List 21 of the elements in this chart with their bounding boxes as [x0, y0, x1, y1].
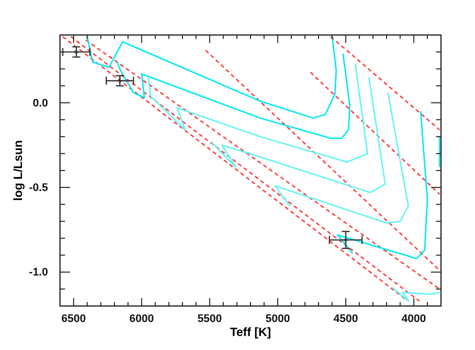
point [74, 50, 79, 54]
x-tick-label: 4000 [402, 312, 426, 325]
y-tick-label: 0.0 [32, 97, 48, 110]
y-axis-title: log L/Lsun [11, 140, 25, 201]
line-series [274, 92, 410, 224]
point [118, 78, 122, 84]
y-tick-label: -0.5 [29, 182, 48, 194]
x-tick-label: 6000 [129, 312, 154, 325]
x-tick-label: 6500 [61, 312, 86, 325]
x-tick-label: 5500 [197, 312, 222, 325]
line-series [210, 76, 386, 194]
y-tick-label: -1.0 [29, 266, 48, 279]
x-axis-title: Teff [K] [230, 325, 272, 339]
line-series [336, 110, 428, 260]
x-tick-label: 4500 [334, 312, 358, 325]
line-series [391, 286, 440, 302]
line-series [86, 36, 337, 119]
line-series [148, 63, 368, 163]
x-tick-label: 5000 [265, 312, 290, 325]
line-series [116, 52, 351, 140]
point [343, 238, 348, 242]
